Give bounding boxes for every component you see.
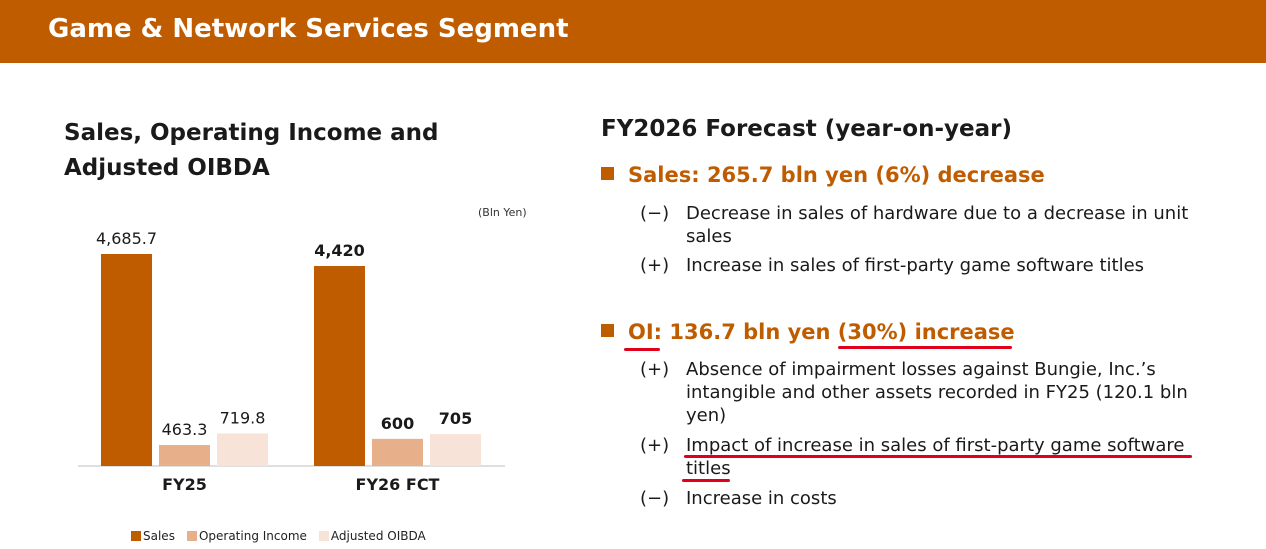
- oi-item-text: Absence of impairment losses against Bun…: [686, 359, 1188, 426]
- legend-swatch-operating-income: [186, 531, 197, 541]
- oi-item: (+) Absence of impairment losses against…: [640, 358, 1210, 427]
- chart-legend: Sales Operating Income Adjusted OIBDA: [131, 529, 438, 543]
- square-bullet-icon: [601, 167, 614, 180]
- oi-forecast-text: OI: 136.7 bln yen (30%) increase: [628, 320, 1015, 344]
- bar-adjusted-oibda-fy25: [217, 433, 268, 466]
- legend-label-sales: Sales: [143, 529, 175, 543]
- category-label: FY26 FCT: [356, 475, 440, 494]
- bar-sales-fy25: [101, 254, 152, 466]
- data-label: 4,685.7: [96, 229, 157, 248]
- sales-item: (+) Increase in sales of first-party gam…: [640, 254, 1210, 277]
- sales-forecast-heading: Sales: 265.7 bln yen (6%) decrease: [601, 163, 1045, 187]
- legend-label-adjusted-oibda: Adjusted OIBDA: [330, 529, 426, 543]
- emphasis-underline-oi: [624, 348, 660, 351]
- sign-marker: (−): [640, 203, 670, 224]
- legend-item-sales: Sales: [131, 529, 175, 543]
- legend-swatch-adjusted-oibda: [318, 531, 329, 541]
- legend-label-operating-income: Operating Income: [198, 529, 307, 543]
- page-title: Game & Network Services Segment: [48, 14, 569, 44]
- sign-marker: (−): [640, 488, 670, 509]
- legend-item-adjusted-oibda: Adjusted OIBDA: [318, 529, 426, 543]
- sign-marker: (+): [640, 435, 670, 456]
- sign-marker: (+): [640, 255, 670, 276]
- emphasis-underline-impact: [684, 455, 1192, 458]
- oi-item: (−) Increase in costs: [640, 487, 1210, 510]
- oi-item-text: Increase in costs: [686, 488, 837, 509]
- bar-adjusted-oibda-fy26-fct: [430, 434, 481, 466]
- sales-item-text: Increase in sales of first-party game so…: [686, 255, 1145, 276]
- data-label: 463.3: [162, 420, 208, 439]
- sign-marker: (+): [640, 359, 670, 380]
- chart-title: Sales, Operating Income and Adjusted OIB…: [64, 120, 439, 181]
- data-label: 705: [439, 409, 472, 428]
- oi-item-text: Impact of increase in sales of first-par…: [686, 435, 1185, 479]
- legend-swatch-sales: [131, 531, 141, 541]
- category-label: FY25: [162, 475, 207, 494]
- bar-operating-income-fy25: [159, 445, 210, 466]
- sales-forecast-text: Sales: 265.7 bln yen (6%) decrease: [628, 163, 1045, 187]
- emphasis-underline-increase: [838, 346, 1012, 349]
- bar-chart: 4,685.7 463.3 719.8 FY25 4,420 600 705 FY26 FCT: [78, 229, 505, 494]
- sales-item-text: Decrease in sales of hardware due to a d…: [686, 203, 1189, 247]
- emphasis-underline-titles: [682, 479, 730, 482]
- legend-item-operating-income: Operating Income: [186, 529, 307, 543]
- oi-item: (+) Impact of increase in sales of first…: [640, 434, 1210, 480]
- unit-note: (Bln Yen): [478, 206, 527, 219]
- square-bullet-icon: [601, 324, 614, 337]
- data-label: 4,420: [314, 241, 365, 260]
- forecast-title: FY2026 Forecast (year-on-year): [601, 116, 1012, 142]
- header-bar: Game & Network Services Segment: [0, 0, 1266, 63]
- bar-sales-fy26-fct: [314, 266, 365, 466]
- sales-item: (−) Decrease in sales of hardware due to…: [640, 202, 1210, 248]
- data-label: 600: [381, 414, 414, 433]
- bar-operating-income-fy26-fct: [372, 438, 423, 466]
- data-label: 719.8: [220, 408, 266, 427]
- oi-forecast-heading: OI: 136.7 bln yen (30%) increase: [601, 320, 1015, 344]
